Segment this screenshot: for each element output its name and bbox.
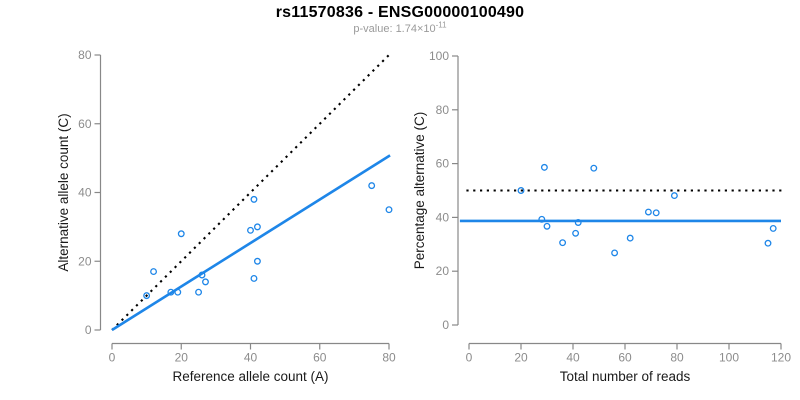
x-tick-label: 20 — [514, 351, 528, 365]
x-axis-title: Reference allele count (A) — [172, 369, 328, 384]
x-tick-label: 60 — [618, 351, 632, 365]
y-tick-label: 100 — [429, 49, 449, 63]
data-point — [543, 222, 551, 230]
data-point — [253, 257, 261, 265]
y-tick-label: 40 — [78, 186, 92, 200]
data-point — [574, 219, 582, 226]
y-tick-label: 60 — [436, 157, 450, 171]
data-point — [538, 215, 546, 223]
data-point — [150, 268, 157, 276]
data-point — [517, 187, 525, 194]
y-tick-label: 80 — [436, 103, 450, 117]
x-tick-label: 100 — [719, 351, 739, 365]
data-point — [253, 223, 261, 231]
data-point — [611, 249, 619, 257]
y-axis-title: Percentage alternative (C) — [412, 112, 427, 270]
data-point — [764, 239, 772, 247]
data-point — [368, 182, 376, 190]
p-value-exponent: -11 — [435, 20, 447, 30]
data-point — [198, 271, 206, 279]
data-point — [644, 208, 652, 216]
data-point — [626, 234, 634, 242]
figure-header: rs11570836 - ENSG00000100490 p-value: 1.… — [0, 4, 800, 36]
y-tick-label: 80 — [78, 48, 92, 62]
x-tick-label: 60 — [313, 351, 327, 365]
data-point — [143, 292, 151, 300]
data-point — [247, 226, 254, 234]
p-value-label: p-value: 1.74×10 — [353, 23, 436, 36]
y-tick-label: 20 — [436, 264, 450, 278]
y-tick-label: 20 — [78, 254, 92, 268]
y-tick-label: 60 — [78, 117, 92, 131]
x-tick-label: 0 — [466, 351, 473, 365]
data-point — [572, 229, 580, 237]
regression-line — [111, 154, 391, 332]
data-point — [590, 164, 598, 172]
identity-line — [111, 54, 390, 331]
x-tick-label: 120 — [771, 351, 791, 365]
data-point — [202, 278, 209, 286]
x-tick-label: 40 — [244, 351, 258, 365]
y-tick-label: 0 — [442, 318, 449, 332]
data-point — [174, 288, 182, 296]
data-point — [385, 206, 393, 214]
allele-counts-scatter: 0 20 40 60 80 0 20 40 60 80 Reference allele count… — [56, 48, 396, 384]
x-tick-label: 40 — [566, 351, 580, 365]
data-point — [540, 163, 548, 171]
data-point — [670, 192, 678, 200]
x-tick-label: 0 — [109, 351, 116, 365]
data-point — [769, 224, 777, 232]
x-tick-label: 80 — [670, 351, 684, 365]
y-tick-label: 0 — [85, 323, 92, 337]
data-point — [195, 288, 203, 296]
data-point — [177, 230, 185, 238]
data-point — [250, 195, 258, 203]
y-axis-title: Alternative allele count (C) — [56, 113, 71, 271]
y-tick-label: 40 — [436, 210, 450, 224]
data-point — [652, 209, 660, 217]
x-tick-label: 20 — [175, 351, 189, 365]
x-tick-label: 80 — [382, 351, 396, 365]
data-point — [559, 239, 567, 247]
p-value-subtitle: p-value: 1.74×10-11 — [0, 20, 800, 36]
data-point — [250, 274, 258, 282]
data-point — [167, 288, 175, 296]
plot-title: rs11570836 - ENSG00000100490 — [275, 4, 525, 21]
x-axis-title: Total number of reads — [560, 369, 691, 384]
percentage-vs-reads-scatter: 0 20 40 60 80 100 0 20 40 60 80 100 120 Total number … — [412, 49, 791, 384]
